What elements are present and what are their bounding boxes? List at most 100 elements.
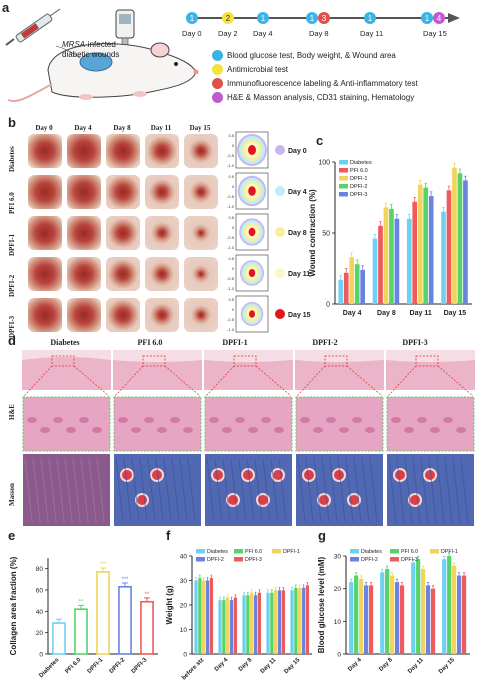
bar — [383, 207, 389, 304]
bar — [298, 587, 302, 654]
wound-trace-plot: 0.5 0 -0.5 -1.0 Day 11 — [227, 254, 310, 292]
x-tick-label: Diabetes — [38, 657, 60, 679]
x-tick-label: Day 4 — [214, 657, 230, 673]
histo-zoom-line — [437, 365, 474, 397]
wound-photo — [67, 216, 101, 250]
histo-masson-fiber — [96, 457, 105, 523]
wound-photo — [106, 216, 140, 250]
bar — [274, 590, 278, 654]
panel-a-illustration: 1 2 1 1 3 1 1 4 — [5, 8, 460, 102]
histo-he-feature — [365, 427, 375, 433]
trace-tick-label: 0 — [232, 184, 235, 189]
histo-col-head: PFI 6.0 — [137, 338, 163, 347]
trace-legend-label: Day 8 — [288, 230, 307, 237]
histo-he-feature — [157, 427, 167, 433]
histo-overview — [113, 350, 202, 397]
trace-legend-label: Day 4 — [288, 189, 307, 196]
histo-masson-fiber — [40, 457, 49, 523]
bar — [246, 595, 250, 654]
bar — [368, 585, 374, 654]
trace-tick-label: 0.5 — [228, 256, 234, 261]
wound-trace-plot: 0.5 0 -0.5 -1.0 Day 15 — [227, 295, 311, 333]
legend-label: Diabetes — [207, 549, 228, 555]
histo-masson-fiber — [278, 457, 287, 523]
trace-legend-label: Day 0 — [288, 148, 307, 155]
wound-col-head: Day 15 — [189, 124, 211, 132]
histo-overview — [204, 350, 293, 397]
chart-weight: 0 10 20 30 40 Weight (g) before stz Day 4 Day 8 D… — [165, 549, 312, 681]
histo-he-feature — [352, 417, 362, 423]
timeline-label: Day 4 — [253, 29, 273, 38]
x-tick-label: Day 11 — [407, 657, 425, 675]
x-tick-label: PFI 6.0 — [64, 657, 82, 675]
bar — [421, 569, 426, 654]
x-tick-label: DPFI-3 — [131, 657, 149, 675]
bar — [218, 600, 222, 654]
histo-he-image — [113, 396, 202, 452]
histo-he-feature — [118, 417, 128, 423]
y-tick-label: 40 — [180, 554, 188, 561]
histo-he-feature — [66, 427, 76, 433]
panel-c-label: c — [316, 133, 324, 148]
wound-photo — [184, 134, 218, 168]
timeline-marker-day2: 2 — [222, 12, 234, 24]
x-tick-label: Day 15 — [283, 657, 301, 675]
bar — [430, 588, 436, 654]
bar — [194, 580, 198, 654]
histo-masson-fiber — [321, 457, 330, 523]
bar — [461, 575, 467, 654]
x-tick-label: Day 11 — [260, 657, 278, 675]
wound-photo — [28, 298, 62, 332]
histo-masson-fiber — [147, 457, 156, 523]
histo-masson — [205, 454, 292, 526]
histo-masson-feature — [393, 468, 407, 482]
histo-overview — [295, 350, 384, 397]
trace-legend-dot — [275, 186, 285, 196]
histo-masson — [387, 454, 474, 526]
timeline-label: Day 15 — [423, 29, 447, 38]
trace-tick-label: -0.5 — [227, 235, 235, 240]
trace-tick-label: -1.0 — [227, 327, 235, 332]
legend-item-1: Blood glucose test, Body weight, & Wound… — [212, 50, 396, 61]
histo-zoom-box — [233, 355, 257, 367]
wound-trace-plot: 0.5 0 -0.5 -1.0 Day 0 — [227, 131, 307, 169]
wound-trace-plot: 0.5 0 -0.5 -1.0 Day 8 — [227, 213, 307, 251]
timeline-label: Day 0 — [182, 29, 202, 38]
timeline-marker-day8b: 3 — [318, 12, 330, 24]
histo-he-feature — [131, 427, 141, 433]
legend-item-3: Immunofluorescence labeling & Anti-infla… — [212, 78, 418, 89]
bar — [290, 590, 294, 654]
svg-text:1: 1 — [190, 14, 195, 23]
bar — [417, 184, 423, 304]
x-tick-label: Day 15 — [438, 657, 456, 675]
histo-masson — [296, 454, 383, 526]
y-tick-label: 50 — [322, 231, 330, 238]
histo-he-zoom — [113, 396, 202, 452]
bar — [253, 595, 258, 654]
timeline-marker-day15a: 1 — [421, 12, 433, 24]
wound-photo — [28, 257, 62, 291]
histo-col-head: DPFI-3 — [402, 338, 428, 347]
bar — [425, 585, 431, 654]
legend-swatch — [390, 557, 399, 562]
histo-masson-fiber — [246, 457, 255, 523]
legend-label: PFI 6.0 — [401, 549, 418, 555]
bar — [74, 608, 88, 655]
wound-trace-panel: 0.5 0 -0.5 -1.0 Day 0 0.5 0 -0.5 -1.0 Day 4 0.5 0 -0… — [227, 131, 311, 333]
histo-tissue — [204, 360, 293, 390]
panel-f-label: f — [166, 528, 171, 543]
bar — [349, 582, 354, 654]
histo-masson-fiber — [254, 457, 263, 523]
trace-legend-label: Day 15 — [288, 312, 311, 319]
panel-d-label: d — [8, 333, 16, 348]
mouse-caption: MRSA-infected diabetic wounds — [62, 40, 120, 59]
panel-e-label: e — [8, 528, 16, 543]
histo-he-feature — [404, 427, 414, 433]
wound-photo — [67, 134, 101, 168]
histology-panel — [22, 350, 475, 526]
trace-tick-label: -0.5 — [227, 276, 235, 281]
wound-photo — [28, 134, 62, 168]
y-axis-label: Blood glucose level (mM) — [317, 556, 326, 653]
histo-masson-fiber — [163, 457, 172, 523]
